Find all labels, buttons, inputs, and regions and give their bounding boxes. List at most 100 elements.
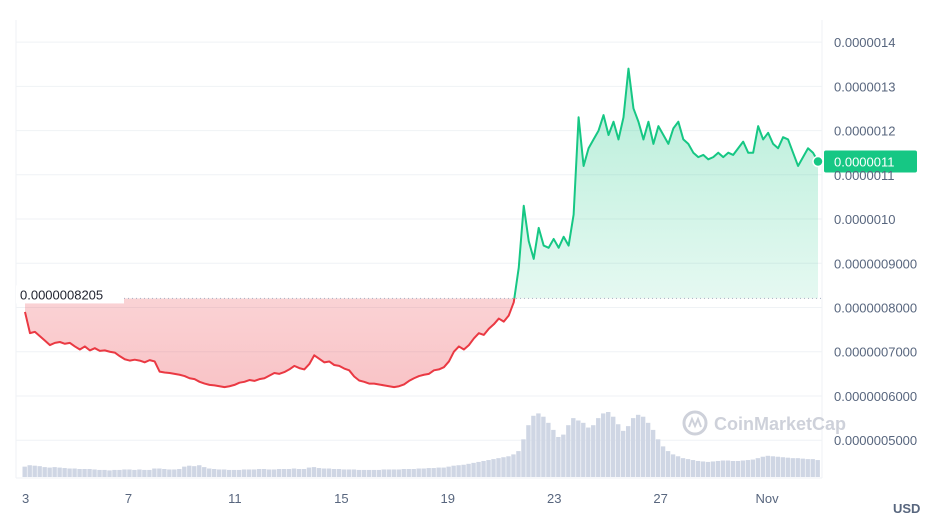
volume-bar: [620, 430, 626, 477]
volume-bar: [780, 457, 785, 477]
volume-bar: [800, 458, 805, 477]
volume-bar: [436, 467, 441, 477]
volume-bar: [546, 422, 551, 477]
volume-bar: [241, 469, 247, 477]
volume-bar: [640, 416, 646, 477]
volume-bar: [650, 429, 656, 477]
volume-bar: [606, 412, 611, 477]
volume-bar: [261, 468, 267, 477]
volume-bar: [451, 465, 456, 477]
x-tick-label: 27: [653, 491, 667, 506]
volume-bar: [316, 468, 322, 477]
volume-bar: [785, 457, 790, 477]
price-line-below-reference: [24, 298, 516, 389]
volume-bar: [715, 460, 721, 477]
volume-bar: [675, 456, 681, 477]
volume-bar: [122, 469, 127, 477]
x-tick-label: 15: [334, 491, 348, 506]
volume-bar: [446, 466, 451, 477]
volume-bar: [92, 469, 97, 477]
volume-bar: [805, 459, 810, 477]
volume-bar: [217, 469, 222, 477]
reference-label-background: [16, 285, 124, 304]
coinmarketcap-logo-icon: [682, 410, 708, 436]
volume-bar: [441, 467, 446, 477]
volume-bar: [516, 451, 521, 477]
coinmarketcap-logo-mark: [688, 416, 702, 429]
volume-bar: [536, 413, 541, 477]
volume-bar: [471, 462, 476, 477]
y-tick-label: 0.0000013: [834, 79, 895, 94]
volume-bar: [596, 418, 601, 477]
volume-bar: [705, 461, 711, 477]
volume-bar: [361, 469, 367, 477]
volume-bar: [226, 469, 232, 477]
volume-bar: [481, 460, 486, 477]
volume-bars: [22, 412, 820, 477]
volume-bar: [491, 459, 496, 477]
volume-bar: [665, 451, 671, 477]
volume-bar: [775, 456, 780, 477]
x-tick-label: 23: [547, 491, 561, 506]
volume-bar: [182, 466, 187, 477]
volume-bar: [356, 469, 362, 477]
volume-bar: [790, 458, 795, 477]
volume-bar: [57, 467, 62, 477]
reference-price-label: 0.0000008205: [20, 287, 103, 302]
volume-bar: [147, 469, 152, 477]
volume-bar: [376, 469, 382, 477]
volume-bar: [32, 465, 37, 477]
y-tick-label: 0.0000006000: [834, 389, 917, 404]
volume-bar: [725, 460, 731, 477]
volume-bar: [551, 429, 556, 477]
current-price-tag: [824, 150, 917, 173]
volume-bar: [591, 425, 596, 477]
volume-bar: [281, 468, 287, 477]
volume-bar: [526, 425, 531, 477]
volume-bar: [306, 467, 312, 477]
volume-bar: [336, 468, 342, 477]
volume-bar: [700, 461, 706, 477]
volume-bar: [371, 469, 377, 477]
volume-bar: [152, 468, 157, 477]
y-tick-label: 0.0000009000: [834, 256, 917, 271]
volume-bar: [212, 468, 217, 477]
volume-bar: [296, 468, 302, 477]
y-tick-label: 0.0000005000: [834, 433, 917, 448]
volume-bar: [42, 467, 47, 477]
volume-bar: [162, 468, 167, 477]
volume-bar: [52, 467, 57, 477]
volume-bar: [541, 416, 546, 477]
volume-bar: [581, 422, 586, 477]
volume-bar: [416, 468, 421, 477]
volume-bar: [576, 420, 581, 477]
volume-bar: [167, 469, 172, 477]
volume-bar: [685, 459, 691, 477]
volume-bar: [456, 465, 461, 477]
price-line-above-reference: [513, 67, 819, 299]
volume-bar: [117, 469, 122, 477]
volume-bar: [406, 468, 411, 477]
y-tick-label: 0.0000012: [834, 124, 895, 139]
volume-bar: [291, 468, 297, 477]
volume-bar: [22, 466, 27, 477]
volume-bar: [695, 460, 701, 477]
watermark-text: CoinMarketCap: [714, 414, 846, 434]
volume-bar: [107, 470, 112, 477]
volume-bar: [730, 460, 736, 477]
x-tick-label: 19: [441, 491, 455, 506]
volume-bar: [102, 469, 107, 477]
volume-bar: [511, 454, 516, 477]
volume-bar: [231, 469, 237, 477]
volume-bar: [197, 465, 202, 477]
volume-bar: [411, 468, 416, 477]
volume-bar: [571, 418, 576, 477]
volume-bar: [476, 461, 481, 477]
volume-bar: [132, 469, 137, 477]
volume-bar: [301, 468, 307, 477]
volume-bar: [127, 469, 132, 477]
volume-bar: [222, 469, 227, 477]
volume-bar: [271, 469, 277, 477]
volume-bar: [496, 458, 501, 477]
